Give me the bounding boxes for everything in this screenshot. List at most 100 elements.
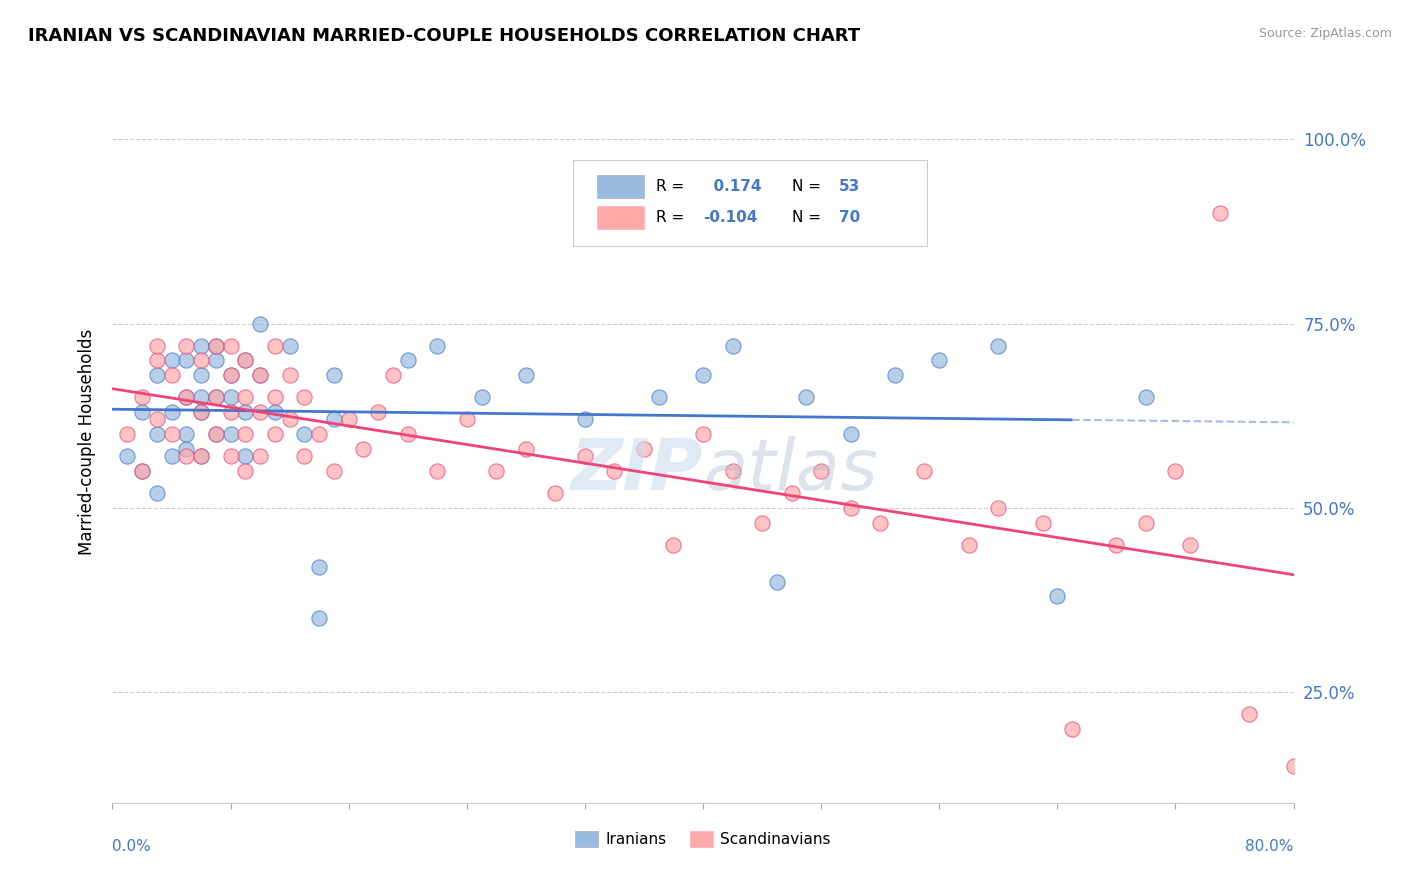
Point — [190, 405, 212, 419]
Point — [146, 339, 169, 353]
Point — [766, 574, 789, 589]
Point — [117, 450, 138, 464]
FancyBboxPatch shape — [596, 206, 644, 229]
Point — [249, 317, 271, 331]
Point — [131, 405, 153, 419]
Point — [426, 339, 449, 353]
Point — [233, 405, 256, 419]
Point — [174, 442, 197, 456]
Point — [1135, 516, 1157, 530]
Point — [574, 412, 596, 426]
Point — [1164, 464, 1187, 478]
Point — [337, 412, 360, 426]
Point — [323, 464, 346, 478]
Point — [146, 412, 169, 426]
Point — [382, 368, 405, 383]
Point — [205, 339, 228, 353]
Point — [780, 486, 803, 500]
Point — [190, 450, 212, 464]
Point — [485, 464, 508, 478]
Point — [721, 464, 744, 478]
Point — [662, 538, 685, 552]
Point — [233, 353, 256, 368]
Point — [839, 500, 862, 515]
Point — [249, 368, 271, 383]
Text: ZIP: ZIP — [571, 436, 703, 505]
Text: IRANIAN VS SCANDINAVIAN MARRIED-COUPLE HOUSEHOLDS CORRELATION CHART: IRANIAN VS SCANDINAVIAN MARRIED-COUPLE H… — [28, 27, 860, 45]
Point — [233, 427, 256, 442]
Text: R =: R = — [655, 210, 683, 225]
Point — [174, 450, 197, 464]
Point — [174, 353, 197, 368]
Point — [692, 368, 714, 383]
Text: 53: 53 — [839, 179, 860, 194]
Text: 0.0%: 0.0% — [112, 838, 152, 854]
Point — [1046, 590, 1069, 604]
Point — [647, 390, 671, 404]
Point — [205, 339, 228, 353]
Point — [146, 486, 169, 500]
Point — [515, 368, 537, 383]
Point — [292, 450, 315, 464]
Point — [190, 405, 212, 419]
Point — [308, 560, 330, 574]
Point — [869, 516, 891, 530]
Point — [205, 427, 228, 442]
Point — [174, 339, 197, 353]
Point — [292, 427, 315, 442]
Point — [278, 368, 301, 383]
Text: R =: R = — [655, 179, 683, 194]
Point — [278, 339, 301, 353]
Point — [367, 405, 389, 419]
Point — [205, 390, 228, 404]
Point — [633, 442, 655, 456]
Point — [396, 427, 419, 442]
Point — [308, 427, 330, 442]
Point — [1180, 538, 1202, 552]
Point — [264, 427, 287, 442]
Point — [456, 412, 478, 426]
Point — [190, 450, 212, 464]
Text: 70: 70 — [839, 210, 860, 225]
Point — [174, 427, 197, 442]
Point — [544, 486, 567, 500]
Point — [751, 516, 773, 530]
Point — [219, 339, 242, 353]
Point — [278, 412, 301, 426]
Legend: Iranians, Scandinavians: Iranians, Scandinavians — [569, 825, 837, 853]
Point — [308, 611, 330, 625]
Point — [205, 390, 228, 404]
Point — [174, 390, 197, 404]
Point — [233, 390, 256, 404]
Point — [131, 390, 153, 404]
Point — [323, 368, 346, 383]
Y-axis label: Married-couple Households: Married-couple Households — [77, 328, 96, 555]
Text: N =: N = — [792, 179, 821, 194]
Point — [160, 405, 183, 419]
Point — [146, 427, 169, 442]
Point — [426, 464, 449, 478]
Point — [205, 353, 228, 368]
Point — [470, 390, 494, 404]
Point — [249, 450, 271, 464]
Point — [1062, 722, 1084, 736]
Point — [233, 450, 256, 464]
Point — [574, 450, 596, 464]
Point — [928, 353, 950, 368]
Point — [957, 538, 980, 552]
Point — [131, 464, 153, 478]
Point — [914, 464, 936, 478]
Point — [515, 442, 537, 456]
Point — [1208, 206, 1232, 220]
Text: atlas: atlas — [703, 436, 877, 505]
Point — [1135, 390, 1157, 404]
Point — [839, 427, 862, 442]
Point — [219, 427, 242, 442]
Point — [117, 427, 138, 442]
Point — [160, 450, 183, 464]
Point — [721, 339, 744, 353]
Point — [233, 464, 256, 478]
Point — [292, 390, 315, 404]
Point — [987, 339, 1010, 353]
Point — [1282, 759, 1305, 773]
